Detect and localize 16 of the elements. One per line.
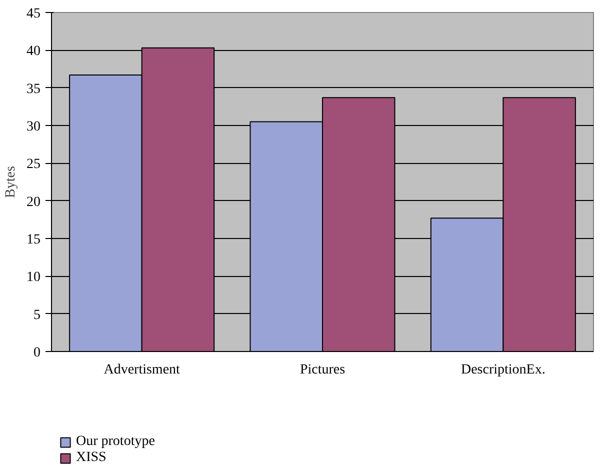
y-tick-label: 25	[26, 157, 40, 172]
y-tick-label: 20	[26, 194, 40, 210]
legend-label: XISS	[76, 450, 106, 466]
y-tick-label: 15	[26, 232, 40, 248]
y-axis-title: Bytes	[4, 166, 18, 198]
y-tick-label: 30	[26, 120, 40, 134]
x-tick-label: Pictures	[300, 362, 346, 378]
y-tick-label: 10	[26, 270, 40, 286]
x-tick-label: Advertisment	[104, 362, 180, 378]
y-tick-label: 40	[26, 44, 40, 60]
y-tick-label: 0	[34, 346, 40, 360]
legend-label: Our prototype	[76, 434, 155, 450]
y-tick-label: 35	[26, 82, 40, 97]
y-tick-label: 45	[26, 6, 40, 22]
x-tick-label: DescriptionEx.	[460, 362, 546, 378]
y-tick-label: 5	[34, 308, 40, 323]
